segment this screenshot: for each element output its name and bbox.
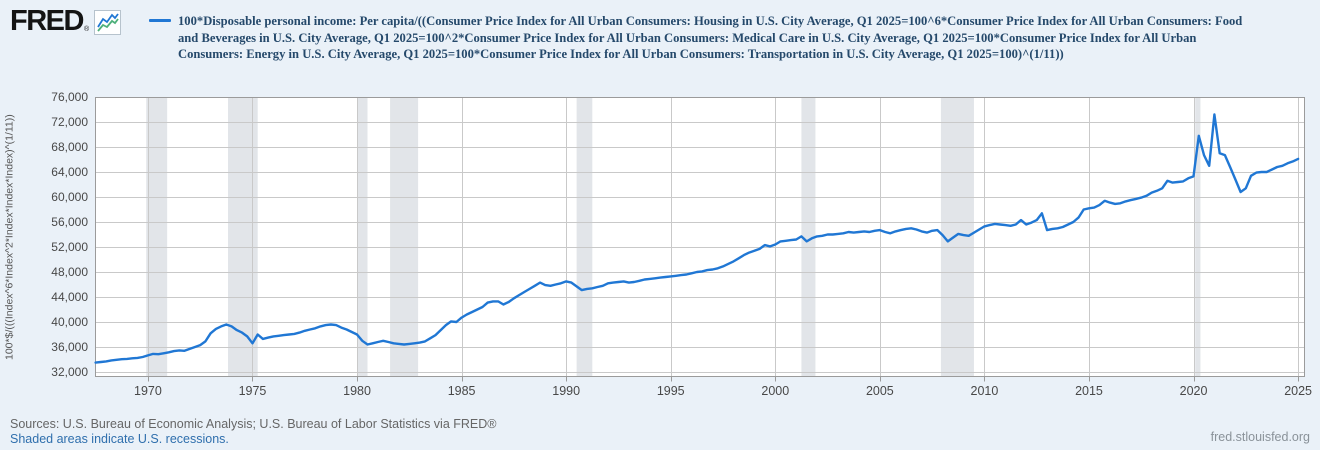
recession-band [801,97,816,377]
y-axis-unit-label: 100*$/(((Index^6*Index^2*Index*Index*Ind… [3,114,16,360]
y-tick-label: 44,000 [51,290,88,304]
y-tick-label: 56,000 [51,215,88,229]
recession-bands [146,97,1201,377]
x-tick-label: 1970 [134,384,162,398]
x-tick-label: 1975 [239,384,267,398]
recession-band [357,97,368,377]
sources-text: Sources: U.S. Bureau of Economic Analysi… [10,417,497,431]
recession-band [1195,97,1201,377]
recession-band [390,97,419,377]
fred-logo-text: FRED [10,5,84,37]
plot-border [95,97,1305,377]
y-tick-label: 60,000 [51,190,88,204]
chart-legend: 100*Disposable personal income: Per capi… [149,13,1258,63]
fred-logo[interactable]: FRED ® [10,5,122,40]
recession-band [940,97,974,377]
x-tick-label: 1980 [343,384,371,398]
x-tick-label: 2005 [866,384,894,398]
chart-plot-area[interactable]: 32,000 36,000 40,000 44,000 48,000 52,000 56,0… [0,0,1320,412]
x-tick-label: 1990 [552,384,580,398]
x-tick-label: 2010 [971,384,999,398]
fred-site-url[interactable]: fred.stlouisfed.org [1210,430,1310,444]
y-tick-label: 68,000 [51,140,88,154]
y-tick-label: 36,000 [51,340,88,354]
y-tick-label: 52,000 [51,240,88,254]
x-tick-label: 2025 [1284,384,1312,398]
y-tick-label: 48,000 [51,265,88,279]
x-tick-label: 2015 [1075,384,1103,398]
line-chart-icon [94,10,122,40]
y-tick-label: 64,000 [51,165,88,179]
x-tick-label: 1985 [448,384,476,398]
x-tick-label: 2000 [761,384,789,398]
series-line-swatch [149,19,171,22]
recession-band [228,97,258,377]
series-legend-label: 100*Disposable personal income: Per capi… [178,14,1243,62]
plot-background [95,97,1305,377]
y-tick-label: 76,000 [51,90,88,104]
recessions-note-link[interactable]: Shaded areas indicate U.S. recessions. [10,432,229,446]
x-axis-tick-labels: 1970 1975 1980 1985 1990 1995 2000 2005 2010 2015… [134,384,1312,398]
data-series-line[interactable] [94,113,1300,364]
y-axis-tick-labels: 32,000 36,000 40,000 44,000 48,000 52,000 56,0… [51,90,88,379]
recession-band [576,97,593,377]
y-tick-label: 32,000 [51,365,88,379]
y-tick-label: 40,000 [51,315,88,329]
x-tick-label: 1995 [657,384,685,398]
registered-trademark-icon: ® [83,26,90,33]
recession-band [146,97,168,377]
y-tick-label: 72,000 [51,115,88,129]
x-tick-marks [148,377,1299,382]
x-tick-label: 2020 [1180,384,1208,398]
